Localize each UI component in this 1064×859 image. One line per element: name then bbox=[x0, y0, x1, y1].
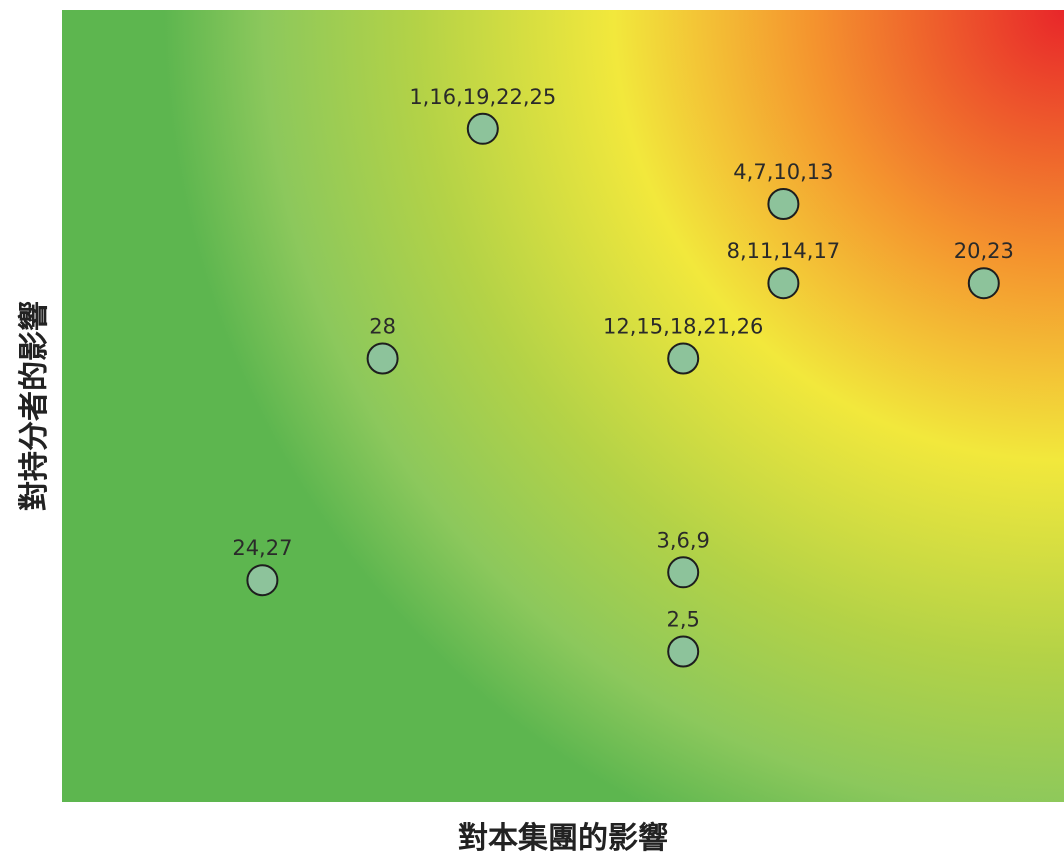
point-label: 3,6,9 bbox=[656, 528, 709, 552]
data-point: 4,7,10,13 bbox=[733, 160, 834, 220]
data-point: 8,11,14,17 bbox=[727, 239, 841, 300]
plot-background-heatmap bbox=[62, 10, 1064, 802]
point-marker bbox=[246, 564, 279, 597]
data-point: 12,15,18,21,26 bbox=[603, 315, 763, 375]
point-marker bbox=[667, 342, 700, 375]
point-label: 20,23 bbox=[954, 239, 1014, 263]
point-label: 4,7,10,13 bbox=[733, 160, 833, 184]
point-marker bbox=[767, 188, 800, 220]
point-marker bbox=[466, 112, 499, 145]
point-label: 24,27 bbox=[232, 536, 292, 560]
point-label: 28 bbox=[369, 315, 396, 339]
x-axis-label: 對本集團的影響 bbox=[458, 821, 668, 856]
data-point: 20,23 bbox=[954, 239, 1014, 300]
point-marker bbox=[667, 556, 700, 589]
data-point: 28 bbox=[366, 315, 399, 375]
data-points: 1,16,19,22,25 4,7,10,13 8,11,14,17 20,23 28 1… bbox=[232, 85, 1014, 668]
point-label: 2,5 bbox=[666, 608, 699, 632]
point-label: 12,15,18,21,26 bbox=[603, 315, 763, 339]
point-marker bbox=[366, 342, 399, 375]
point-label: 8,11,14,17 bbox=[727, 239, 841, 263]
point-marker bbox=[667, 635, 700, 668]
data-point: 2,5 bbox=[666, 608, 700, 668]
data-point: 24,27 bbox=[232, 536, 292, 597]
point-label: 1,16,19,22,25 bbox=[409, 85, 556, 109]
point-marker bbox=[967, 267, 1000, 300]
data-point: 3,6,9 bbox=[656, 528, 710, 589]
data-point: 1,16,19,22,25 bbox=[409, 85, 556, 145]
y-axis-label: 對持分者的影響 bbox=[17, 301, 52, 511]
point-marker bbox=[767, 267, 800, 300]
